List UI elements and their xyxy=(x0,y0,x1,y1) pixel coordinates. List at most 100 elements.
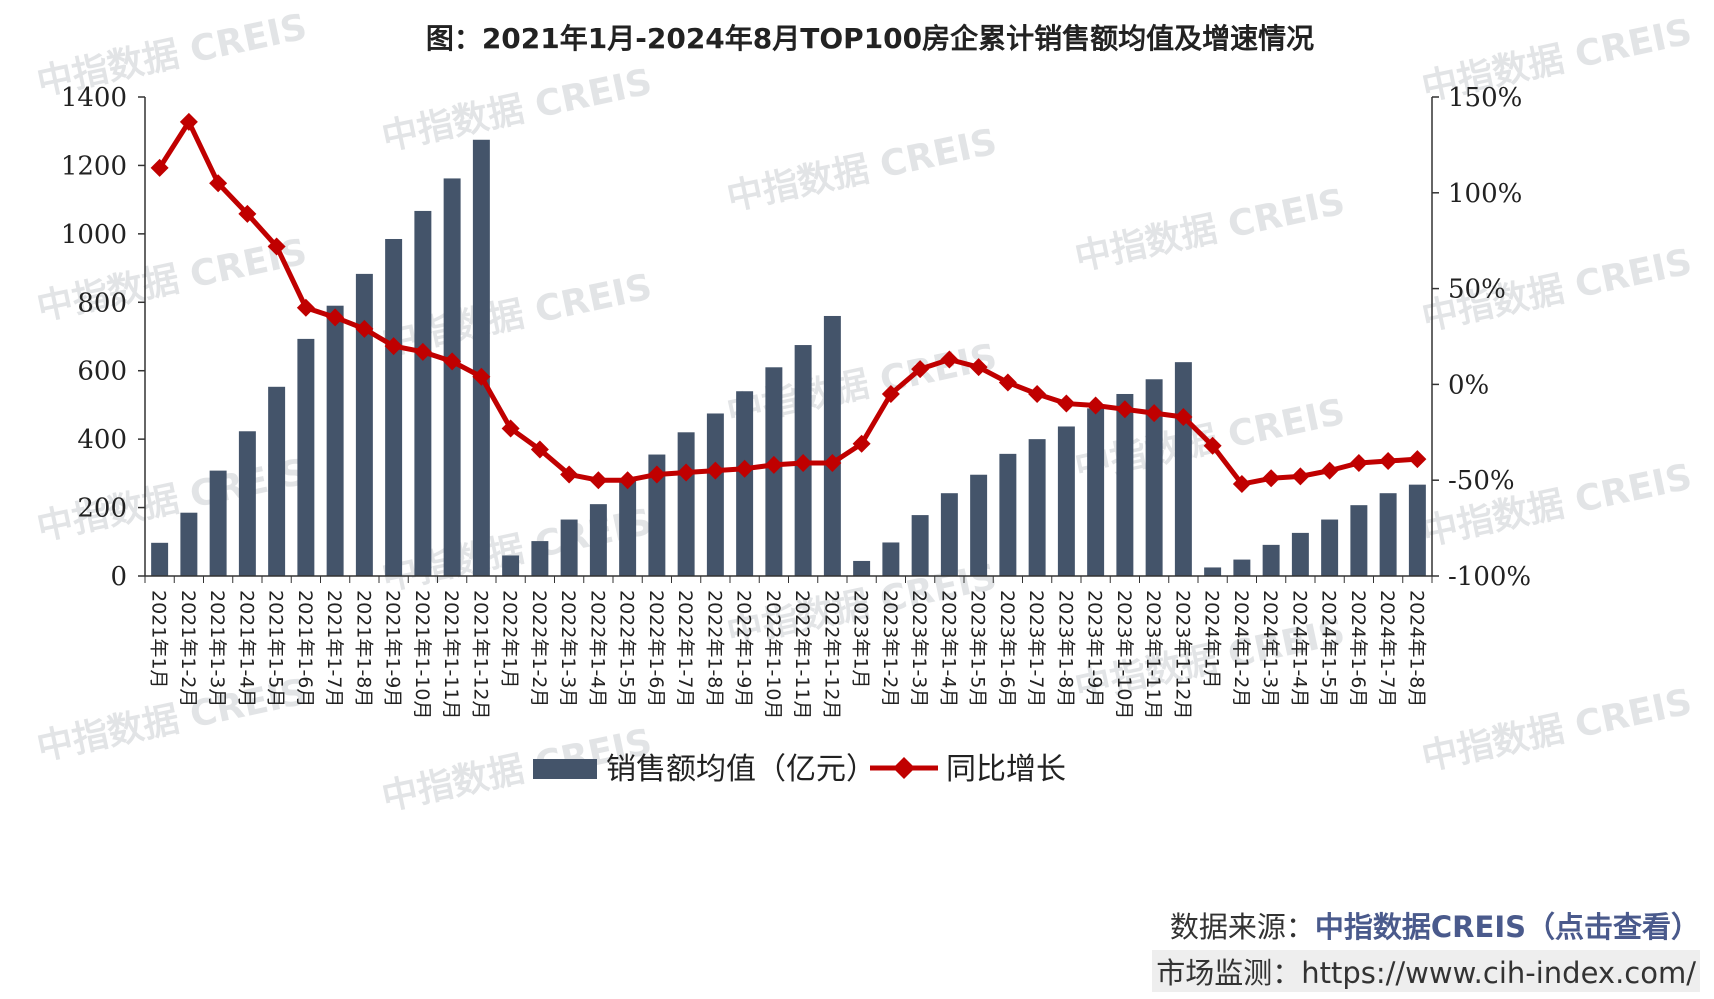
category-label: 2023年1-6月 xyxy=(996,590,1018,707)
bar xyxy=(589,504,607,576)
y-left-tick-label: 600 xyxy=(77,357,127,387)
line-marker xyxy=(911,360,930,379)
category-label: 2022年1-5月 xyxy=(616,590,638,707)
line-series xyxy=(150,112,1427,494)
category-label: 2023年1月 xyxy=(850,590,872,688)
bar xyxy=(736,391,754,576)
category-label: 2023年1-8月 xyxy=(1054,590,1076,707)
bar xyxy=(385,238,403,576)
line-marker xyxy=(501,419,520,438)
bar xyxy=(1087,408,1105,576)
bar xyxy=(1408,484,1426,576)
category-label: 2021年1-10月 xyxy=(411,590,433,719)
line-marker xyxy=(823,453,842,472)
line-marker xyxy=(998,373,1017,392)
category-label: 2023年1-12月 xyxy=(1171,590,1193,719)
y-left-tick-label: 1200 xyxy=(61,151,127,181)
category-label: 2024年1-5月 xyxy=(1318,590,1340,707)
line-marker xyxy=(209,174,228,193)
category-label: 2022年1-7月 xyxy=(674,590,696,707)
bar-series xyxy=(151,139,1426,576)
bar xyxy=(180,512,198,576)
bar xyxy=(1379,493,1397,576)
source-link[interactable]: 中指数据CREIS（点击查看） xyxy=(1314,910,1700,944)
line-marker xyxy=(647,465,666,484)
category-label: 2021年1-7月 xyxy=(323,590,345,707)
category-label: 2021年1-11月 xyxy=(440,590,462,719)
monitor-label: 市场监测： xyxy=(1156,956,1302,990)
bar xyxy=(648,454,666,576)
line-marker xyxy=(1203,436,1222,455)
line-marker xyxy=(1145,404,1164,423)
category-label: 2022年1-11月 xyxy=(791,590,813,719)
line-marker xyxy=(179,112,198,131)
category-label: 2023年1-10月 xyxy=(1113,590,1135,719)
line-marker xyxy=(1262,469,1281,488)
category-label: 2021年1-12月 xyxy=(469,590,491,719)
monitor-url[interactable]: https://www.cih-index.com/ xyxy=(1301,956,1696,990)
y-right-tick-label: -100% xyxy=(1448,562,1531,592)
category-label: 2023年1-9月 xyxy=(1084,590,1106,707)
line-marker xyxy=(1057,394,1076,413)
y-right-tick-label: 50% xyxy=(1448,275,1506,305)
y-left-tick-label: 0 xyxy=(110,562,127,592)
line-marker xyxy=(969,358,988,377)
line-marker xyxy=(267,237,286,256)
category-label: 2021年1-8月 xyxy=(352,590,374,707)
chart-title: 图：2021年1月-2024年8月TOP100房企累计销售额均值及增速情况 xyxy=(426,22,1314,55)
category-label: 2021年1-9月 xyxy=(382,590,404,707)
bar xyxy=(355,273,373,576)
line-marker xyxy=(677,463,696,482)
bar xyxy=(1321,519,1339,576)
line-marker xyxy=(940,350,959,369)
line-marker xyxy=(355,319,374,338)
category-label: 2023年1-3月 xyxy=(908,590,930,707)
line-marker xyxy=(1028,384,1047,403)
bar xyxy=(238,431,256,576)
watermark-text: 中指数据 CREIS xyxy=(1418,682,1695,779)
bar xyxy=(1028,439,1046,576)
legend-line-label: 同比增长 xyxy=(946,752,1066,787)
bar xyxy=(297,338,315,576)
category-label: 2022年1-4月 xyxy=(586,590,608,707)
line-marker xyxy=(384,337,403,356)
line-marker xyxy=(413,342,432,361)
bar xyxy=(414,210,432,576)
category-label: 2022年1-10月 xyxy=(762,590,784,719)
category-label: 2023年1-5月 xyxy=(967,590,989,707)
bar xyxy=(560,519,578,576)
line-marker xyxy=(326,308,345,327)
line-marker xyxy=(764,455,783,474)
category-label: 2022年1-9月 xyxy=(733,590,755,707)
category-label: 2021年1-5月 xyxy=(265,590,287,707)
bar xyxy=(1350,505,1368,576)
legend-bar-swatch xyxy=(533,759,597,779)
category-label: 2021年1月 xyxy=(148,590,170,688)
bar xyxy=(853,560,871,576)
y-right-tick-label: -50% xyxy=(1448,466,1515,496)
line-marker xyxy=(560,465,579,484)
watermark-text: 中指数据 CREIS xyxy=(723,337,1000,434)
data-source: 数据来源：中指数据CREIS（点击查看） xyxy=(1170,904,1700,946)
category-label: 2021年1-2月 xyxy=(177,590,199,707)
bar xyxy=(823,315,841,576)
line-marker xyxy=(735,459,754,478)
line-marker xyxy=(794,453,813,472)
bar xyxy=(999,453,1017,576)
bar xyxy=(1174,362,1192,576)
category-label: 2024年1-6月 xyxy=(1347,590,1369,707)
line-marker xyxy=(238,204,257,223)
line-marker xyxy=(618,471,637,490)
category-label: 2022年1-12月 xyxy=(820,590,842,719)
bar xyxy=(151,542,169,576)
y-left-tick-label: 1000 xyxy=(61,220,127,250)
bar xyxy=(1204,567,1222,576)
bar xyxy=(1291,532,1309,576)
bar xyxy=(443,178,461,576)
category-label: 2023年1-4月 xyxy=(937,590,959,707)
bar xyxy=(209,470,227,576)
category-label: 2022年1-8月 xyxy=(703,590,725,707)
bar xyxy=(970,474,988,576)
line-marker xyxy=(530,440,549,459)
